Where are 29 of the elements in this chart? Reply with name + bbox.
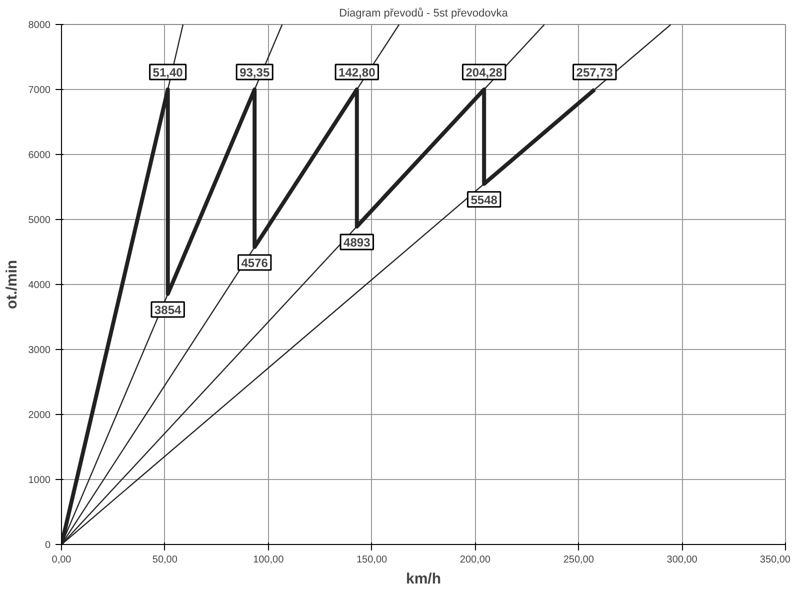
y-tick-label: 6000	[28, 150, 51, 161]
y-tick-label: 2000	[28, 410, 51, 421]
y-tick-label: 4000	[28, 280, 51, 291]
annotation: 204,28	[466, 66, 503, 80]
y-tick-label: 8000	[28, 20, 51, 31]
y-tick-label: 7000	[28, 85, 51, 96]
annotation: 257,73	[576, 66, 614, 80]
x-tick-label: 0,00	[52, 554, 72, 566]
annotation: 51,40	[152, 66, 184, 80]
annotation: 4576	[241, 256, 268, 270]
x-tick-label: 300,00	[666, 554, 698, 566]
y-axis-title: ot./min	[3, 260, 20, 310]
x-tick-label: 350,00	[760, 554, 791, 566]
annotation: 93,35	[240, 66, 270, 80]
x-tick-label: 100,00	[253, 554, 284, 566]
y-tick-label: 3000	[28, 345, 51, 356]
annotation: 142,80	[338, 66, 376, 80]
y-tick-label: 1000	[28, 475, 51, 486]
chart-title: Diagram převodů - 5st převodovka	[339, 8, 509, 20]
y-tick-label: 5000	[28, 215, 51, 226]
annotation: 3854	[154, 302, 182, 317]
x-tick-label: 250,00	[563, 554, 594, 566]
x-tick-label: 200,00	[460, 554, 491, 566]
annotation: 5548	[470, 192, 498, 207]
x-tick-label: 150,00	[356, 554, 388, 566]
y-tick-label: 0	[44, 540, 51, 551]
x-tick-label: 50,00	[152, 554, 178, 566]
annotation: 4893	[344, 235, 371, 250]
x-axis-title: km/h	[406, 570, 442, 588]
